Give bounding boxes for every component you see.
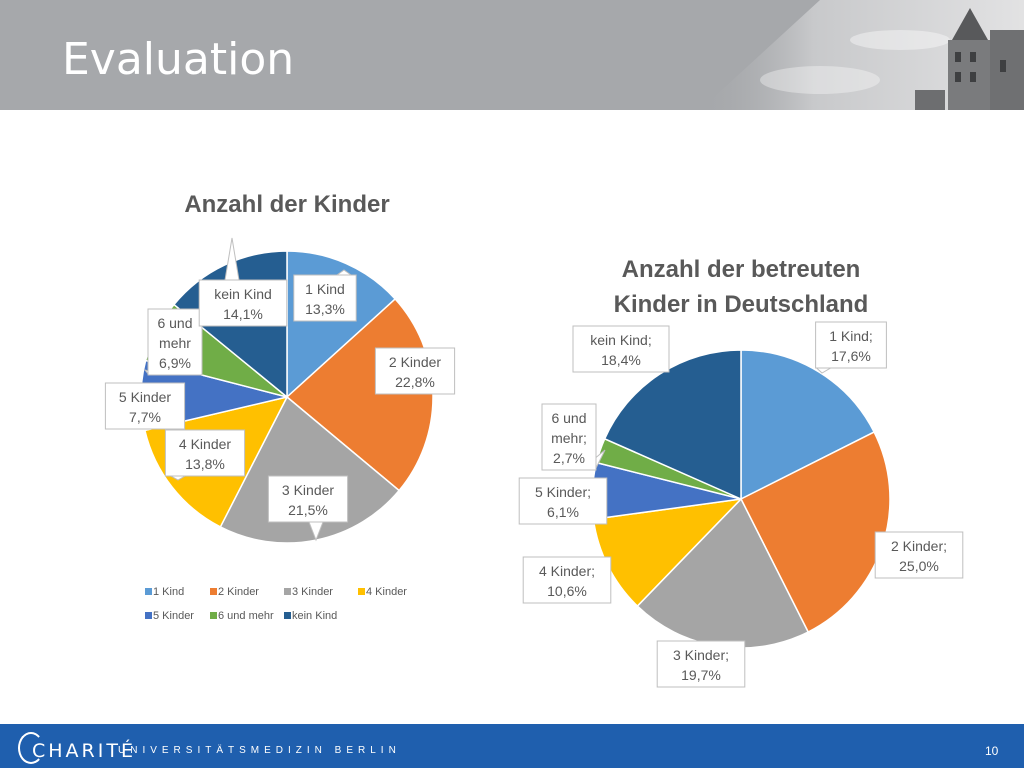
chart-1-data-label-1-kind: 13,3% bbox=[305, 301, 345, 317]
chart-2-label-box bbox=[518, 477, 608, 525]
chart-2-data-label-5-kinder: 6,1% bbox=[547, 504, 579, 520]
chart-1-data-label-6-und-mehr: mehr bbox=[159, 335, 191, 351]
page-number: 10 bbox=[985, 744, 999, 758]
chart-2-data-label-6-und-mehr: 6 und bbox=[551, 410, 586, 426]
chart-2-data-label-3-kinder: 19,7% bbox=[681, 667, 721, 683]
chart-1-label-pointer bbox=[224, 237, 240, 281]
chart-1-label-box bbox=[198, 279, 288, 327]
chart-1-data-label-5-kinder: 5 Kinder bbox=[119, 389, 171, 405]
legend-swatch-4-kinder bbox=[358, 588, 365, 595]
chart-1-data-label-kein-kind: kein Kind bbox=[214, 286, 272, 302]
legend-swatch-3-kinder bbox=[284, 588, 291, 595]
chart-1-data-label-3-kinder: 3 Kinder bbox=[282, 482, 334, 498]
chart-1-data-label-4-kinder: 13,8% bbox=[185, 456, 225, 472]
chart-2-data-label-6-und-mehr: mehr; bbox=[551, 430, 587, 446]
chart-2-title: Anzahl der betreuten bbox=[622, 256, 861, 283]
chart-2-slice-1-kind bbox=[740, 349, 876, 501]
chart-1-data-label-3-kinder: 21,5% bbox=[288, 502, 328, 518]
chart-2-data-label-1-kind: 1 Kind; bbox=[829, 328, 873, 344]
chart-2-data-label-1-kind: 17,6% bbox=[831, 348, 871, 364]
chart-1-label-box bbox=[267, 475, 349, 523]
chart-2-data-label-3-kinder: 3 Kinder; bbox=[673, 647, 729, 663]
chart-1-label-box bbox=[147, 308, 203, 376]
chart-1-label-box bbox=[104, 382, 186, 430]
chart-1-data-label-2-kinder: 2 Kinder bbox=[389, 354, 441, 370]
chart-2-data-label-6-und-mehr: 2,7% bbox=[553, 450, 585, 466]
chart-2-label-box bbox=[572, 325, 670, 373]
building-photo bbox=[700, 0, 1024, 110]
chart-1-data-label-4-kinder: 4 Kinder bbox=[179, 436, 231, 452]
chart-2-slice-kein-kind bbox=[603, 349, 742, 501]
chart-2-label-box bbox=[815, 321, 887, 369]
chart-1-label-box bbox=[164, 429, 246, 477]
chart-1-data-label-1-kind: 1 Kind bbox=[305, 281, 345, 297]
chart-2-label-box bbox=[522, 556, 612, 604]
chart-2-label-box bbox=[541, 403, 597, 471]
chart-2-title: Kinder in Deutschland bbox=[614, 291, 869, 318]
charite-logo-icon bbox=[18, 732, 44, 764]
legend-swatch-kein-kind bbox=[284, 612, 291, 619]
legend-label-2-kinder: 2 Kinder bbox=[218, 586, 259, 598]
chart-2-data-label-2-kinder: 2 Kinder; bbox=[891, 538, 947, 554]
charite-logo: CHARITÉ bbox=[32, 740, 136, 762]
legend-swatch-1-kind bbox=[145, 588, 152, 595]
legend-label-3-kinder: 3 Kinder bbox=[292, 586, 333, 598]
legend-swatch-2-kinder bbox=[210, 588, 217, 595]
chart-1-title: Anzahl der Kinder bbox=[184, 191, 389, 218]
slide-title: Evaluation bbox=[62, 34, 295, 85]
legend-label-kein-kind: kein Kind bbox=[292, 610, 337, 622]
legend-label-1-kind: 1 Kind bbox=[153, 586, 184, 598]
chart-2-label-box bbox=[656, 640, 746, 688]
chart-2-data-label-kein-kind: 18,4% bbox=[601, 352, 641, 368]
legend-label-4-kinder: 4 Kinder bbox=[366, 586, 407, 598]
chart-1-data-label-kein-kind: 14,1% bbox=[223, 306, 263, 322]
legend-swatch-6-und-mehr bbox=[210, 612, 217, 619]
chart-1-data-label-5-kinder: 7,7% bbox=[129, 409, 161, 425]
legend-label-6-und-mehr: 6 und mehr bbox=[218, 610, 274, 622]
chart-1-data-label-2-kinder: 22,8% bbox=[395, 374, 435, 390]
legend-swatch-5-kinder bbox=[145, 612, 152, 619]
chart-2-label-box bbox=[874, 531, 964, 579]
slide-footer bbox=[0, 724, 1024, 768]
legend-label-5-kinder: 5 Kinder bbox=[153, 610, 194, 622]
pie-charts: Anzahl der Kinder 1 Kind 13,3% 2 Kinder 22,8… bbox=[104, 191, 964, 688]
chart-2-data-label-5-kinder: 5 Kinder; bbox=[535, 484, 591, 500]
chart-1-data-label-6-und-mehr: 6,9% bbox=[159, 355, 191, 371]
chart-1-label-box bbox=[374, 347, 456, 395]
chart-2-data-label-4-kinder: 10,6% bbox=[547, 583, 587, 599]
chart-2-data-label-kein-kind: kein Kind; bbox=[590, 332, 651, 348]
footer-tagline: UNIVERSITÄTSMEDIZIN BERLIN bbox=[118, 745, 401, 756]
chart-1-label-box bbox=[293, 274, 357, 322]
chart-2-data-label-2-kinder: 25,0% bbox=[899, 558, 939, 574]
chart-2-data-label-4-kinder: 4 Kinder; bbox=[539, 563, 595, 579]
chart-1-data-label-6-und-mehr: 6 und bbox=[157, 315, 192, 331]
